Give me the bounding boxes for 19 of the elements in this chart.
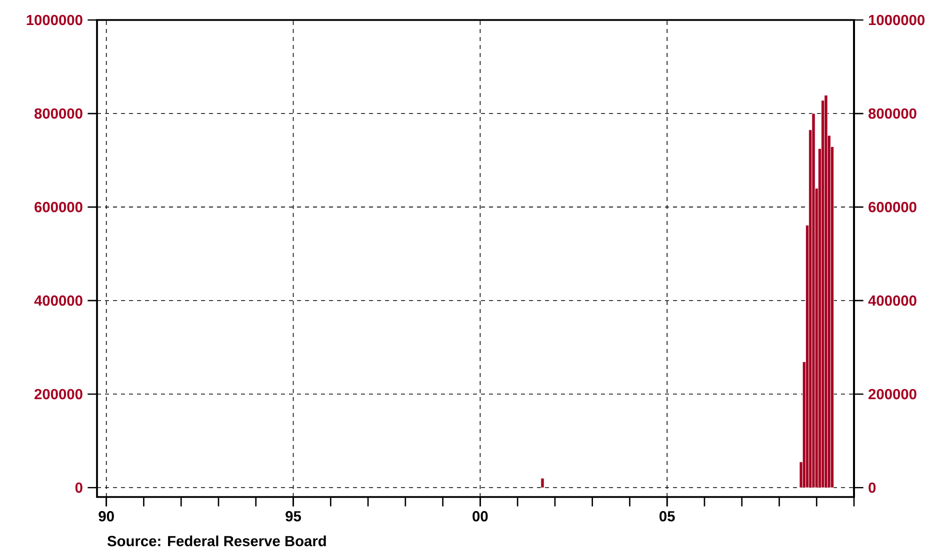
y2-tick-label: 0 (868, 482, 876, 493)
y2-tick-label: 1000000 (868, 14, 925, 26)
y-tick-label: 400000 (34, 295, 82, 306)
y-tick-label: 1000000 (26, 14, 82, 26)
y-tick-label: 0 (75, 482, 82, 493)
y2-tick-label: 600000 (868, 202, 916, 212)
x-tick-label: 05 (660, 511, 675, 522)
x-tick-label: 90 (98, 511, 114, 522)
bar (540, 478, 544, 488)
y2-tick-label: 800000 (868, 108, 916, 119)
x-tick-label: 00 (472, 511, 488, 522)
y-tick-label: 600000 (34, 202, 82, 212)
source-note: Source: Federal Reserve Board (107, 536, 326, 546)
x-tick-label: 95 (286, 511, 301, 522)
bar (812, 113, 816, 488)
y2-tick-label: 200000 (868, 388, 916, 400)
y2-tick-label: 400000 (868, 295, 916, 306)
y-tick-label: 200000 (34, 388, 82, 400)
y-tick-label: 800000 (34, 108, 82, 119)
